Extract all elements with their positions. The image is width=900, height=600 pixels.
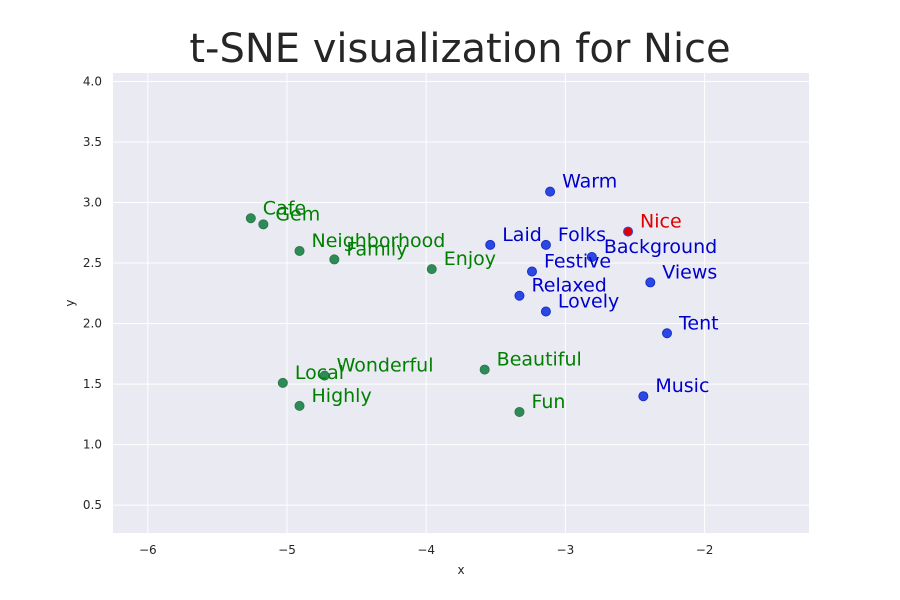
point-label: Family: [346, 238, 407, 260]
point-marker: [645, 277, 656, 288]
point-marker: [514, 406, 525, 417]
point-label: Highly: [312, 385, 372, 407]
x-tick-label: −5: [278, 543, 296, 557]
grid: [113, 73, 809, 533]
point-label: Enjoy: [444, 248, 496, 270]
point-label: Festive: [544, 251, 611, 273]
point-label: Folks: [558, 224, 606, 246]
point-label: Wonderful: [337, 355, 434, 377]
point-marker: [319, 370, 330, 381]
plot-area: [113, 73, 809, 533]
y-tick-label: 0.5: [83, 498, 102, 512]
x-tick-label: −4: [417, 543, 435, 557]
point-marker: [294, 400, 305, 411]
y-tick-label: 2.0: [83, 317, 102, 331]
point-label: Nice: [640, 211, 682, 233]
y-tick-label: 3.5: [83, 135, 102, 149]
x-axis-label: x: [457, 563, 464, 577]
point-marker: [514, 290, 525, 301]
point-marker: [586, 252, 597, 262]
point-marker: [329, 254, 340, 265]
chart-title: t-SNE visualization for Nice: [189, 26, 730, 72]
point-marker: [294, 245, 305, 256]
point-label: Beautiful: [497, 349, 582, 371]
point-label: Background: [604, 236, 717, 258]
point-marker: [245, 213, 256, 224]
point-marker: [540, 306, 551, 317]
x-tick-label: −2: [696, 543, 714, 557]
point-label: Neighborhood: [312, 230, 446, 252]
point-label: Lovely: [558, 290, 619, 312]
point-label: Relaxed: [531, 275, 606, 297]
point-marker: [545, 186, 556, 197]
point-marker: [526, 266, 537, 277]
data-points: [245, 186, 673, 417]
point-marker: [485, 239, 496, 250]
y-tick-label: 4.0: [83, 74, 102, 88]
point-label: Cafe: [263, 197, 306, 219]
point-marker: [277, 377, 288, 388]
point-marker: [426, 264, 437, 275]
point-marker: [479, 364, 490, 375]
point-label: Fun: [531, 391, 565, 413]
y-tick-label: 2.5: [83, 256, 102, 270]
x-tick-label: −3: [557, 543, 575, 557]
point-marker: [540, 239, 551, 250]
point-label: Music: [655, 375, 709, 397]
y-tick-label: 1.5: [83, 377, 102, 391]
point-marker: [623, 226, 634, 237]
point-marker: [638, 391, 649, 402]
point-label: Tent: [678, 312, 719, 334]
point-label: Views: [662, 261, 717, 283]
y-axis-label: y: [63, 299, 77, 306]
point-marker: [662, 328, 673, 339]
y-tick-label: 1.0: [83, 438, 102, 452]
point-label: Local: [295, 362, 344, 384]
point-label: Gem: [275, 203, 320, 225]
x-tick-label: −6: [139, 543, 157, 557]
point-marker: [258, 219, 269, 230]
point-label: Laid: [502, 224, 542, 246]
y-tick-label: 3.0: [83, 196, 102, 210]
tick-labels: −6 −5 −4 −3 −2 0.5 1.0 1.5 2.0 2.5 3.0 3.5 4.0: [83, 74, 714, 557]
point-label: Warm: [562, 171, 617, 193]
